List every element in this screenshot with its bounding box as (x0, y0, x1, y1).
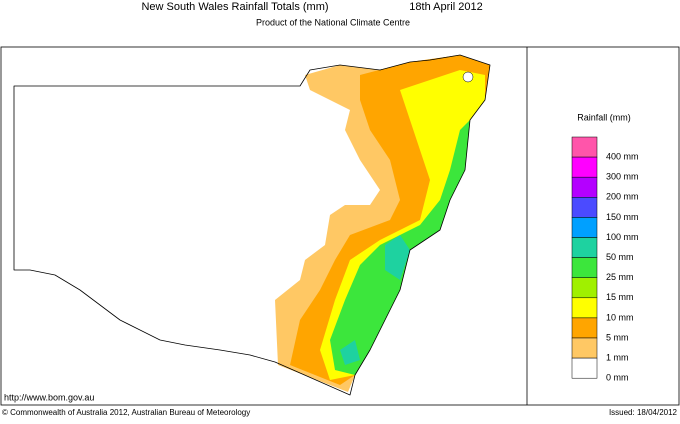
legend-label: 300 mm (606, 172, 639, 182)
legend-label: 1 mm (606, 352, 629, 362)
legend-label: 15 mm (606, 292, 634, 302)
legend-swatch (571, 257, 598, 278)
legend-swatch (571, 156, 598, 178)
legend-label: 25 mm (606, 272, 634, 282)
legend-swatch (571, 176, 598, 198)
map-subtitle: Product of the National Climate Centre (256, 17, 410, 27)
legend-swatch (571, 197, 598, 218)
legend-label: 5 mm (606, 332, 629, 342)
legend-label: 10 mm (606, 312, 634, 322)
rain-50mm (340, 340, 360, 365)
issued: Issued: 18/04/2012 (609, 408, 678, 417)
map-frame (0, 46, 680, 406)
legend-swatch (571, 337, 598, 359)
legend-swatch (571, 237, 598, 258)
legend-label: 150 mm (606, 212, 639, 222)
legend-swatch (571, 297, 598, 319)
url: http://www.bom.gov.au (4, 392, 94, 402)
map-date: 18th April 2012 (409, 1, 482, 13)
nsw-outline (13, 54, 491, 396)
legend-swatch (571, 277, 598, 299)
rain-0mm (462, 71, 474, 83)
legend-swatch (571, 136, 598, 158)
copyright: © Commonwealth of Australia 2012, Austra… (2, 408, 250, 417)
legend-label: 100 mm (606, 232, 639, 242)
legend-label: 400 mm (606, 151, 639, 161)
legend-swatch (571, 317, 598, 339)
legend-label: 50 mm (606, 252, 634, 262)
legend-swatch (571, 217, 598, 238)
legend-title: Rainfall (mm) (577, 112, 631, 122)
legend-label: 200 mm (606, 192, 639, 202)
map-title: New South Wales Rainfall Totals (mm) (141, 1, 328, 13)
map (13, 54, 491, 396)
rain-50mm (385, 235, 410, 280)
legend-swatch (571, 357, 598, 379)
legend: 400 mm 300 mm 200 mm 150 mm 100 mm 50 mm 25 mm… (571, 136, 639, 383)
legend-label: 0 mm (606, 373, 629, 383)
